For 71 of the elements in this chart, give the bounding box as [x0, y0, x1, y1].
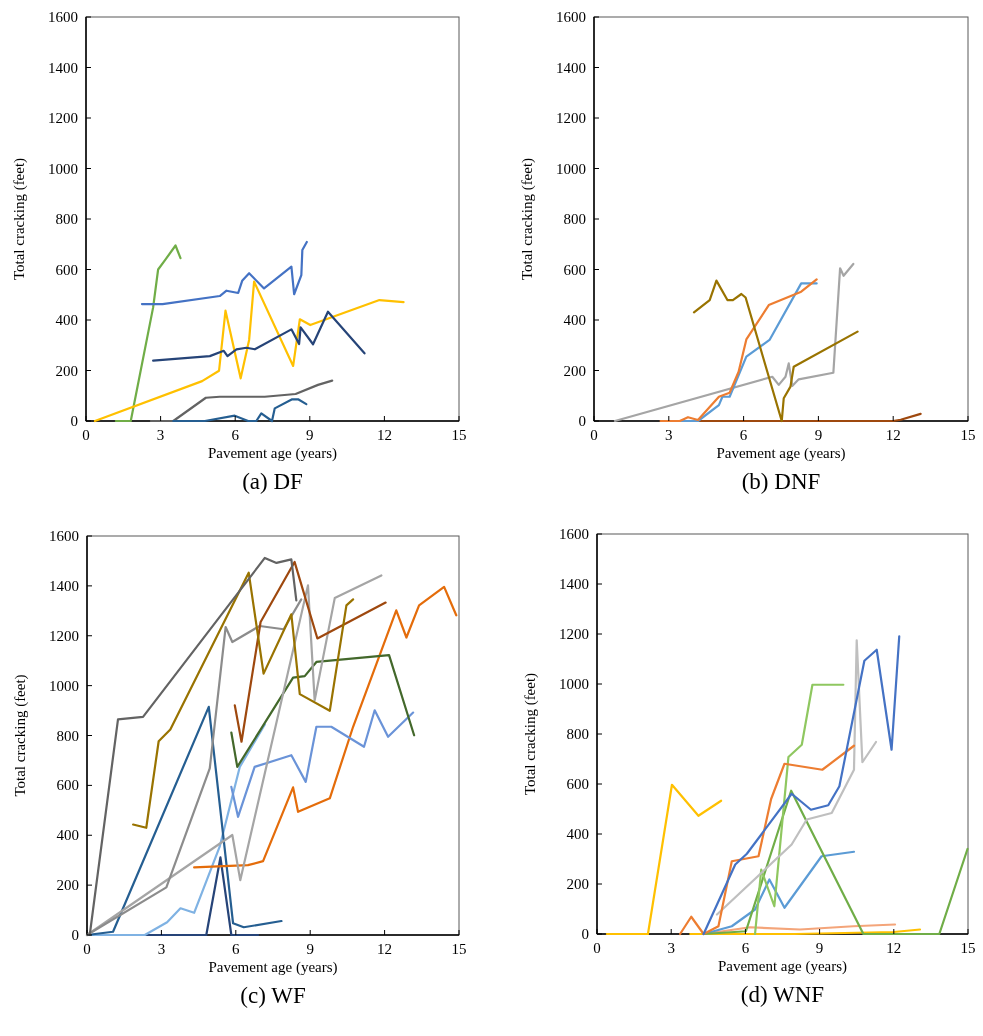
x-tick-label: 6	[739, 427, 748, 443]
y-tick-label: 1600	[48, 9, 78, 25]
y-tick-label: 600	[563, 261, 586, 278]
x-tick-label: 15	[451, 941, 467, 957]
y-tick-label: 400	[566, 826, 589, 842]
y-tick-label: 600	[566, 776, 589, 792]
y-tick-label: 800	[563, 211, 586, 227]
x-tick-label: 15	[451, 427, 467, 443]
y-tick-label: 800	[56, 727, 79, 744]
y-tick-label: 200	[566, 876, 589, 892]
x-tick-label: 12	[885, 427, 901, 443]
x-tick-label: 12	[886, 940, 902, 956]
x-tick-label: 15	[960, 940, 976, 956]
y-tick-label: 1000	[559, 676, 589, 692]
x-tick-label: 9	[306, 427, 314, 443]
y-tick-label: 1400	[48, 59, 78, 76]
y-tick-label: 1200	[49, 627, 79, 644]
y-tick-label: 800	[566, 726, 589, 742]
y-tick-label: 400	[55, 312, 78, 328]
y-tick-label: 200	[56, 877, 79, 894]
x-tick-label: 3	[665, 427, 673, 443]
y-tick-label: 1200	[559, 626, 589, 642]
y-tick-label: 600	[55, 261, 78, 278]
y-tick-label: 1200	[556, 110, 586, 126]
x-tick-label: 9	[306, 941, 314, 957]
y-tick-label: 1400	[559, 576, 589, 592]
text: (a) DF	[242, 469, 303, 494]
y-tick-label: 1400	[556, 59, 586, 76]
y-tick-label: 600	[56, 777, 79, 794]
y-axis-title: Total cracking (feet)	[12, 674, 29, 797]
x-tick-label: 12	[376, 427, 392, 443]
x-axis-title: Pavement age (years)	[717, 958, 848, 975]
y-tick-label: 0	[581, 926, 589, 942]
text: (d) WNF	[740, 982, 825, 1007]
x-tick-label: 3	[157, 941, 166, 957]
x-tick-label: 6	[741, 940, 750, 956]
x-tick-label: 15	[960, 427, 976, 443]
x-tick-label: 0	[83, 941, 91, 957]
y-tick-label: 400	[56, 827, 79, 844]
y-tick-label: 1600	[556, 9, 586, 25]
y-tick-label: 1000	[556, 160, 586, 177]
y-tick-label: 1000	[48, 160, 78, 177]
y-tick-label: 1000	[49, 677, 79, 694]
y-tick-label: 400	[563, 312, 586, 328]
x-tick-label: 0	[82, 427, 90, 443]
y-tick-label: 200	[55, 362, 78, 379]
y-tick-label: 1400	[49, 577, 79, 594]
x-tick-label: 12	[377, 941, 393, 957]
y-tick-label: 1200	[48, 110, 78, 126]
text: (c) WF	[240, 983, 306, 1008]
x-tick-label: 6	[232, 941, 241, 957]
y-tick-label: 200	[563, 362, 586, 379]
y-tick-label: 1600	[559, 526, 589, 542]
x-tick-label: 3	[156, 427, 165, 443]
y-axis-title: Total cracking (feet)	[522, 672, 539, 796]
x-axis-title: Pavement age (years)	[207, 445, 338, 462]
text: (b) DNF	[741, 469, 821, 494]
y-tick-label: 0	[71, 927, 79, 943]
y-axis-title: Total cracking (feet)	[519, 157, 536, 281]
x-tick-label: 9	[815, 940, 824, 956]
y-tick-label: 800	[55, 211, 78, 227]
y-tick-label: 0	[578, 413, 586, 429]
x-tick-label: 3	[667, 940, 675, 956]
x-axis-title: Pavement age (years)	[208, 959, 338, 976]
y-tick-label: 0	[70, 413, 78, 429]
x-axis-title: Pavement age (years)	[716, 445, 846, 462]
y-axis-title: Total cracking (feet)	[11, 157, 28, 281]
x-tick-label: 9	[814, 427, 823, 443]
x-tick-label: 6	[231, 427, 240, 443]
y-tick-label: 1600	[49, 528, 79, 544]
x-tick-label: 0	[593, 940, 601, 956]
